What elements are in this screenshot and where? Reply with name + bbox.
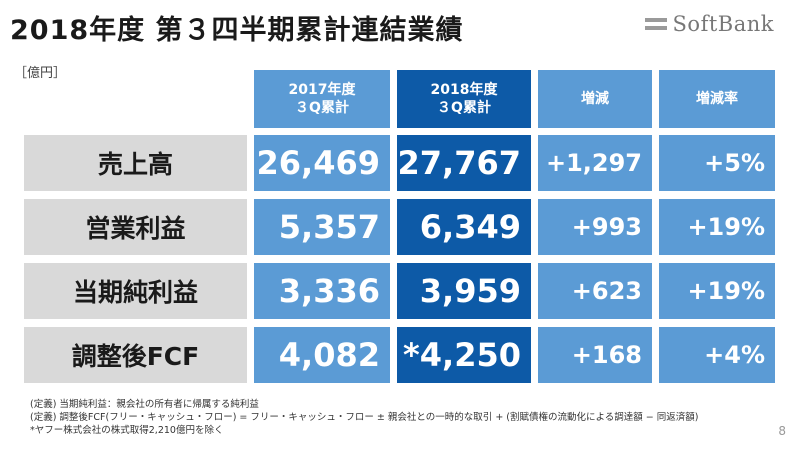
column-header-rate-text: 増減率 <box>696 91 738 107</box>
row-label: 当期純利益 <box>24 263 247 319</box>
footnotes: (定義) 当期純利益：親会社の所有者に帰属する純利益 (定義) 調整後FCF(フ… <box>30 398 698 437</box>
table-row-adjusted-fcf: 調整後FCF 4,082 *4,250 +168 +4% <box>24 327 776 383</box>
column-header-change-text: 増減 <box>581 91 609 107</box>
column-header-2017: 2017年度 ３Q累計 <box>254 70 390 128</box>
column-header-2018: 2018年度 ３Q累計 <box>397 70 531 128</box>
value-2017: 5,357 <box>254 199 390 255</box>
logo-text: SoftBank <box>672 12 774 36</box>
value-change: +168 <box>538 327 652 383</box>
value-change: +993 <box>538 199 652 255</box>
footnote: (定義) 当期純利益：親会社の所有者に帰属する純利益 <box>30 399 259 410</box>
footnote: (定義) 調整後FCF(フリー・キャッシュ・フロー) = フリー・キャッシュ・フ… <box>30 412 699 423</box>
value-2018: 6,349 <box>397 199 531 255</box>
softbank-logo-icon <box>644 18 667 30</box>
footnote: *ヤフー株式会社の株式取得2,210億円を除く <box>30 425 224 436</box>
value-change: +1,297 <box>538 135 652 191</box>
column-header-2017-text: 2017年度 ３Q累計 <box>288 82 356 116</box>
value-2017: 4,082 <box>254 327 390 383</box>
value-rate: +19% <box>659 199 775 255</box>
row-label: 調整後FCF <box>24 327 247 383</box>
column-header-change: 増減 <box>538 70 652 128</box>
value-rate: +4% <box>659 327 775 383</box>
column-header-2018-text: 2018年度 ３Q累計 <box>430 82 498 116</box>
value-rate: +19% <box>659 263 775 319</box>
table-row-revenue: 売上高 26,469 27,767 +1,297 +5% <box>24 135 776 191</box>
value-change: +623 <box>538 263 652 319</box>
table-row-operating-income: 営業利益 5,357 6,349 +993 +19% <box>24 199 776 255</box>
row-label: 営業利益 <box>24 199 247 255</box>
value-2018: 3,959 <box>397 263 531 319</box>
value-2018: *4,250 <box>397 327 531 383</box>
value-rate: +5% <box>659 135 775 191</box>
page-number: 8 <box>778 424 786 438</box>
softbank-logo: SoftBank <box>644 12 774 36</box>
value-2017: 3,336 <box>254 263 390 319</box>
table-row-net-income: 当期純利益 3,336 3,959 +623 +19% <box>24 263 776 319</box>
value-2018: 27,767 <box>397 135 531 191</box>
page-title: 2018年度 第３四半期累計連結業績 <box>10 15 464 46</box>
column-header-rate: 増減率 <box>659 70 775 128</box>
unit-label: ［億円］ <box>14 66 67 81</box>
value-2017: 26,469 <box>254 135 390 191</box>
row-label: 売上高 <box>24 135 247 191</box>
